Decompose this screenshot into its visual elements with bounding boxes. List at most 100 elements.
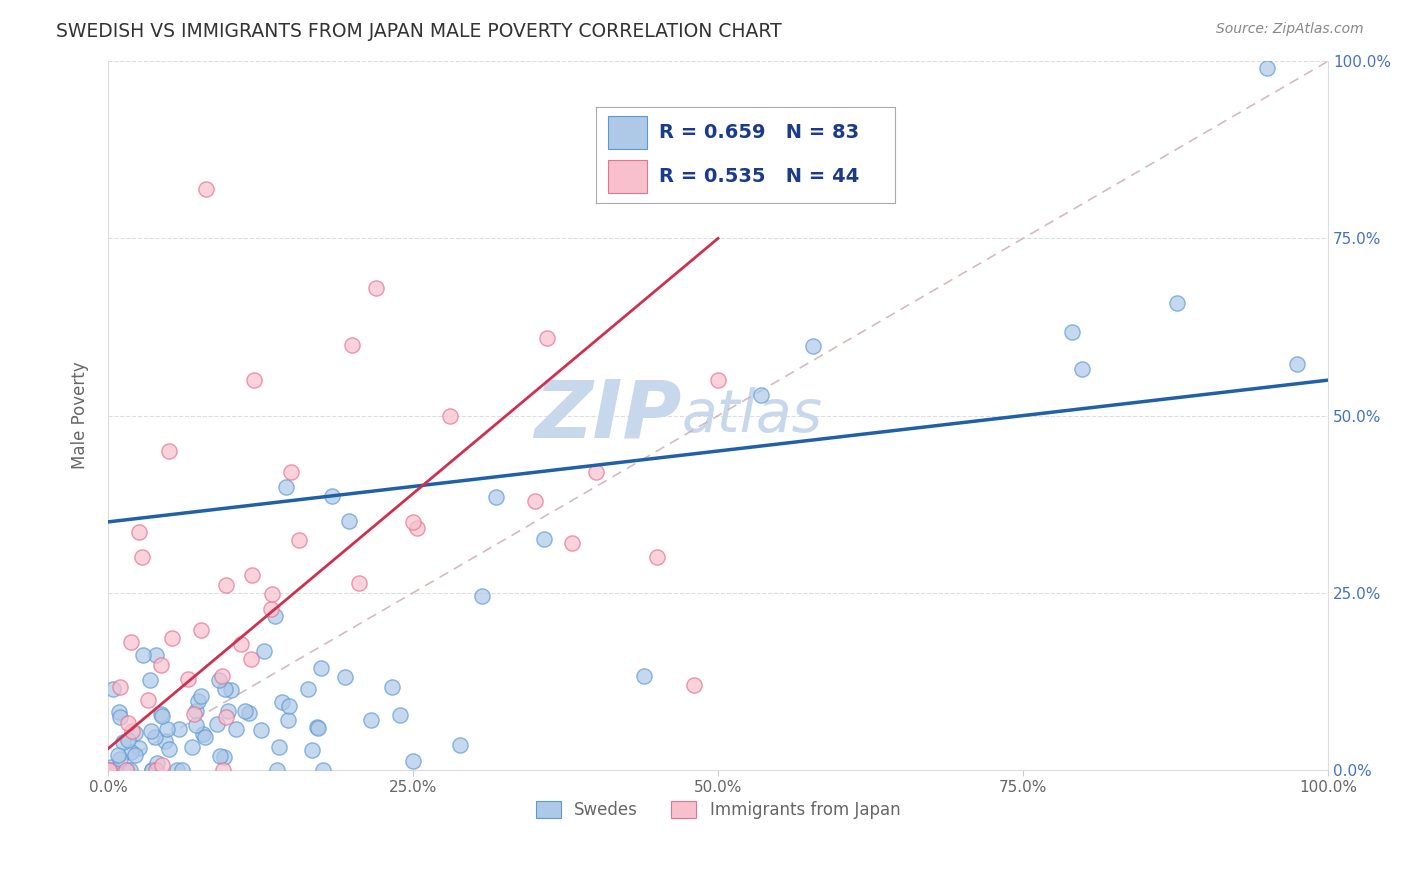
- Point: [749, 388, 772, 402]
- Point: [156, 722, 179, 736]
- Point: [193, 727, 215, 741]
- Point: [209, 748, 232, 763]
- Point: [645, 550, 668, 565]
- Point: [131, 550, 153, 565]
- Point: [118, 763, 141, 777]
- Point: [194, 182, 217, 196]
- Text: Source: ZipAtlas.com: Source: ZipAtlas.com: [1216, 22, 1364, 37]
- Point: [150, 658, 173, 673]
- Point: [212, 749, 235, 764]
- Point: [141, 763, 163, 777]
- Point: [250, 723, 273, 737]
- Point: [233, 704, 256, 718]
- Point: [97, 763, 120, 777]
- Point: [388, 707, 411, 722]
- Point: [205, 716, 228, 731]
- Point: [277, 713, 299, 727]
- Text: SWEDISH VS IMMIGRANTS FROM JAPAN MALE POVERTY CORRELATION CHART: SWEDISH VS IMMIGRANTS FROM JAPAN MALE PO…: [56, 22, 782, 41]
- Text: ZIP: ZIP: [534, 376, 682, 455]
- Point: [160, 631, 183, 645]
- Point: [120, 746, 142, 760]
- Point: [682, 678, 704, 692]
- Point: [107, 748, 129, 763]
- Point: [801, 339, 824, 353]
- Point: [271, 695, 294, 709]
- Point: [117, 716, 139, 731]
- Point: [101, 682, 124, 697]
- Point: [381, 680, 404, 694]
- Point: [278, 698, 301, 713]
- Point: [121, 724, 143, 739]
- Point: [347, 575, 370, 590]
- Point: [124, 747, 146, 762]
- Point: [340, 337, 363, 351]
- Point: [449, 738, 471, 752]
- Point: [321, 489, 343, 503]
- Point: [301, 743, 323, 757]
- Point: [138, 693, 160, 707]
- Point: [184, 718, 207, 732]
- Point: [152, 757, 174, 772]
- Point: [190, 690, 212, 704]
- Point: [145, 763, 167, 777]
- Point: [231, 637, 253, 651]
- Point: [108, 705, 131, 719]
- Point: [260, 602, 283, 616]
- Point: [305, 719, 328, 733]
- Point: [402, 755, 425, 769]
- Point: [276, 479, 298, 493]
- Point: [167, 722, 190, 736]
- Point: [115, 763, 138, 777]
- Point: [253, 644, 276, 658]
- Point: [225, 722, 247, 736]
- Point: [166, 763, 188, 777]
- Point: [208, 673, 231, 688]
- Point: [485, 490, 508, 504]
- Point: [1256, 61, 1278, 75]
- Text: atlas: atlas: [682, 387, 823, 444]
- Point: [243, 373, 266, 387]
- Point: [219, 683, 242, 698]
- Point: [108, 680, 131, 694]
- Point: [139, 673, 162, 687]
- Point: [124, 725, 146, 739]
- Point: [214, 681, 236, 696]
- Point: [139, 723, 162, 738]
- Point: [141, 763, 163, 777]
- Point: [402, 515, 425, 529]
- Point: [360, 713, 382, 727]
- Point: [238, 706, 260, 720]
- Point: [297, 681, 319, 696]
- Point: [311, 661, 333, 675]
- Point: [533, 532, 555, 546]
- Point: [145, 648, 167, 662]
- Point: [536, 331, 558, 345]
- Point: [111, 735, 134, 749]
- Point: [1166, 296, 1188, 310]
- Point: [100, 760, 122, 774]
- Point: [194, 730, 217, 744]
- Point: [1285, 357, 1308, 371]
- Point: [707, 373, 730, 387]
- Point: [215, 578, 238, 592]
- Point: [183, 707, 205, 722]
- Point: [633, 668, 655, 682]
- Point: [1070, 362, 1092, 376]
- Point: [217, 704, 239, 718]
- Point: [128, 740, 150, 755]
- Point: [215, 710, 238, 724]
- Point: [108, 710, 131, 724]
- Y-axis label: Male Poverty: Male Poverty: [72, 362, 89, 469]
- Point: [211, 763, 233, 777]
- Point: [288, 533, 311, 547]
- Point: [337, 514, 360, 528]
- Point: [184, 705, 207, 719]
- Point: [157, 444, 180, 458]
- Point: [280, 465, 302, 479]
- Point: [585, 465, 607, 479]
- Point: [153, 733, 176, 747]
- Point: [1062, 325, 1084, 339]
- Point: [103, 763, 125, 777]
- Point: [128, 525, 150, 540]
- Point: [181, 739, 204, 754]
